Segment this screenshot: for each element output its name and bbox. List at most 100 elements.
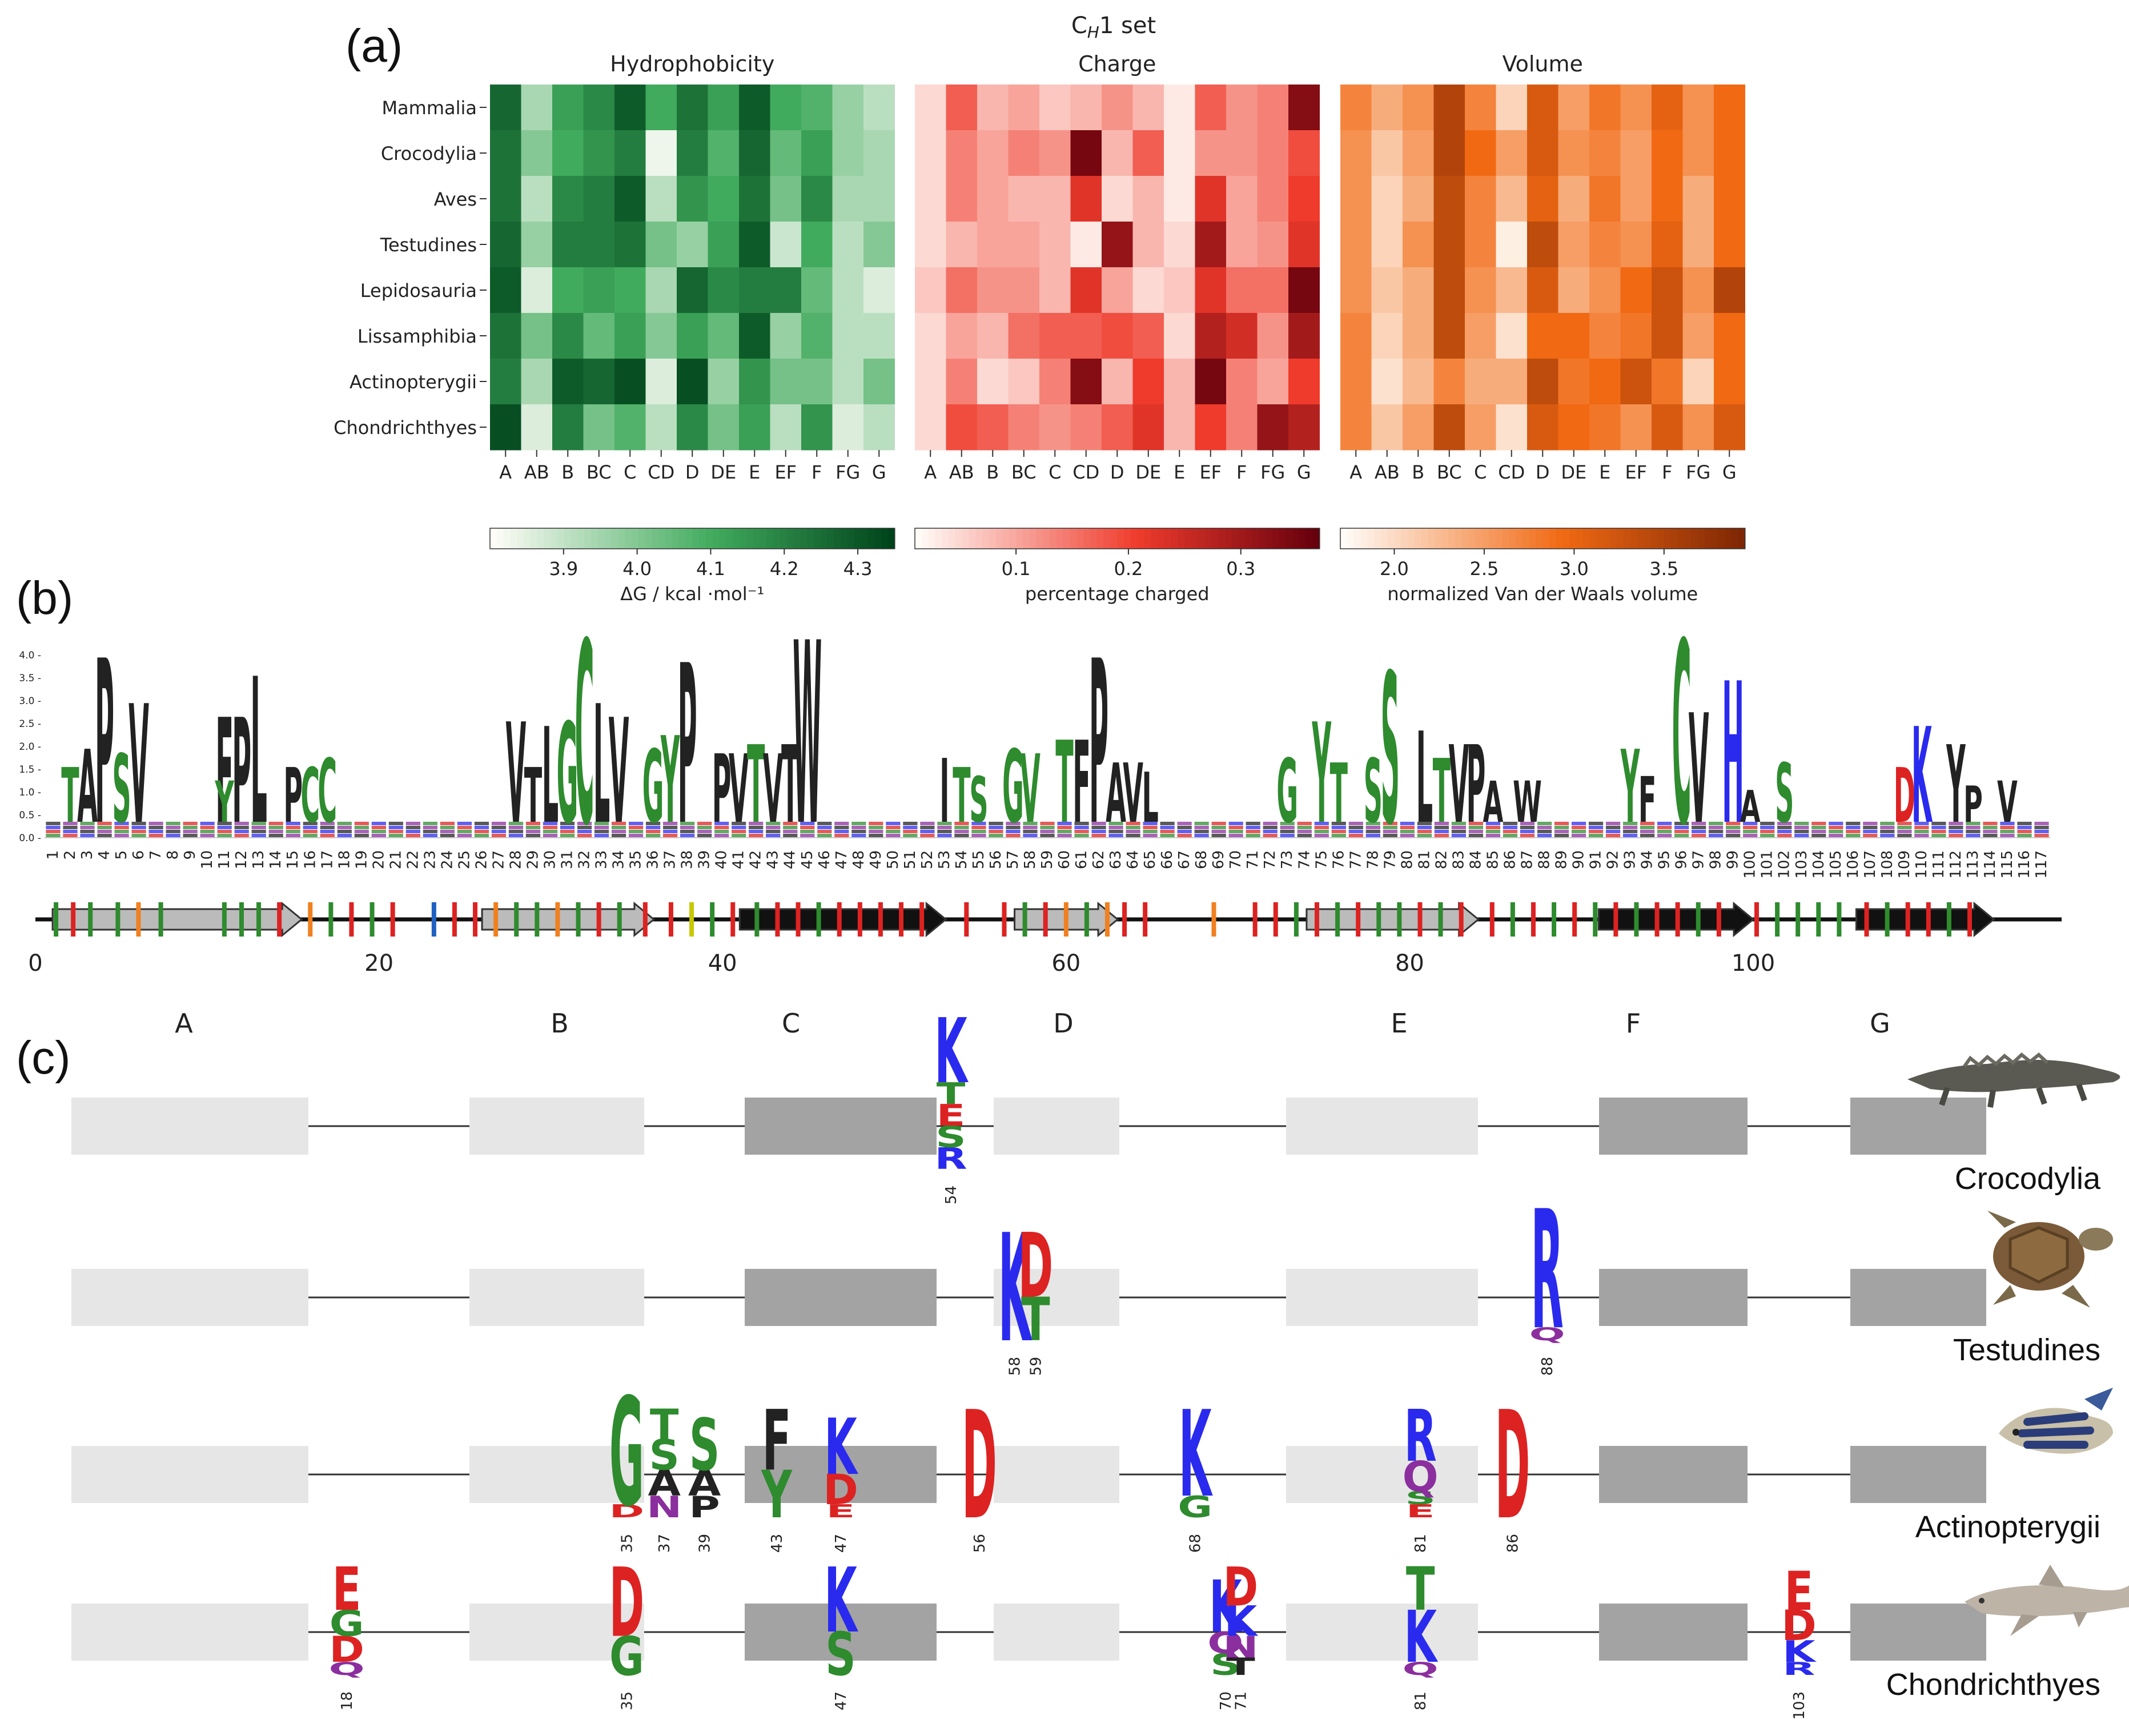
colorbar-segment <box>841 528 848 549</box>
species-logo-letter: T <box>1021 1285 1050 1355</box>
species-logo-letter: T <box>1406 1555 1435 1624</box>
logo-filler <box>714 830 729 833</box>
logo-filler <box>1468 826 1484 829</box>
logo-filler <box>251 834 266 837</box>
logo-filler <box>1726 830 1741 833</box>
colorbar-tick-label: 0.1 <box>1002 558 1031 580</box>
residue-marker <box>1084 902 1089 937</box>
logo-filler <box>1211 822 1226 825</box>
heatmap-cell <box>770 313 802 359</box>
residue-marker <box>1356 902 1361 937</box>
col-label: D <box>1536 461 1550 483</box>
logo-filler <box>1966 830 1981 833</box>
logo-filler <box>1846 822 1861 825</box>
colorbar-segment <box>1305 528 1313 549</box>
residue-marker <box>642 902 648 937</box>
colorbar-segment <box>591 528 598 549</box>
colorbar-segment <box>1164 528 1172 549</box>
heatmap-cell <box>1714 267 1745 314</box>
species-logo-letter: N <box>1223 1630 1258 1665</box>
logo-filler <box>1108 826 1123 829</box>
heatmap-cell <box>739 359 770 405</box>
heatmap-cell <box>1008 359 1040 405</box>
logo-filler <box>1297 834 1312 837</box>
logo-filler <box>457 830 472 833</box>
logo-filler <box>594 834 609 837</box>
logo-x-label: 14 <box>267 850 284 869</box>
logo-filler <box>1829 830 1843 833</box>
logo-filler <box>2000 826 2015 829</box>
logo-filler <box>320 834 335 837</box>
species-logo-letter: N <box>646 1490 682 1525</box>
heatmap-cell <box>1102 176 1133 222</box>
logo-filler <box>628 826 644 829</box>
row-label: Actinopterygii <box>350 371 477 393</box>
logo-filler <box>114 830 129 833</box>
residue-marker <box>1613 902 1618 937</box>
row-label: Chondrichthyes <box>334 417 477 439</box>
logo-filler <box>337 834 352 837</box>
logo-filler <box>1280 834 1295 837</box>
heatmap-cell <box>1257 404 1289 451</box>
logo-filler <box>2017 826 2032 829</box>
logo-filler <box>1588 830 1604 833</box>
suptitle-rest: 1 set <box>1099 13 1156 39</box>
logo-letter: P <box>1089 613 1108 875</box>
heatmap-cell <box>677 267 708 314</box>
logo-x-label: 56 <box>987 850 1005 869</box>
heatmap-cell <box>1371 222 1403 268</box>
logo-x-label: 8 <box>164 850 182 860</box>
residue-marker <box>754 902 760 937</box>
logo-x-label: 87 <box>1519 850 1536 869</box>
logo-filler <box>732 822 746 825</box>
species-logo-position: 81 <box>1412 1691 1429 1710</box>
logo-x-label: 69 <box>1210 850 1227 869</box>
heatmap-cell <box>583 176 615 222</box>
heatmap-cell <box>490 404 521 451</box>
strand-box <box>745 1098 937 1155</box>
heatmap-suptitle: CH1 set <box>1071 13 1156 42</box>
logo-x-label: 54 <box>953 850 970 869</box>
logo-filler <box>440 826 455 829</box>
heatmap-cell <box>1257 222 1289 268</box>
residue-marker <box>1489 902 1495 937</box>
logo-x-label: 66 <box>1159 850 1176 869</box>
logo-filler <box>1280 826 1295 829</box>
logo-filler <box>1863 834 1878 837</box>
logo-letter: P <box>1963 775 1983 834</box>
strand-box <box>994 1604 1119 1661</box>
logo-x-label: 23 <box>421 850 439 869</box>
logo-filler <box>1297 830 1312 833</box>
heatmap-cell <box>490 176 521 222</box>
residue-marker <box>136 902 141 937</box>
colorbar-segment <box>564 528 572 549</box>
colorbar-segment <box>887 528 895 549</box>
logo-filler <box>200 822 215 825</box>
logo-filler <box>1023 830 1038 833</box>
logo-filler <box>1314 834 1329 837</box>
heatmap-cell <box>801 130 833 176</box>
heatmap-cell <box>1496 359 1528 405</box>
colorbar-segment <box>1096 528 1104 549</box>
logo-filler <box>1605 822 1621 825</box>
structure-axis-label: 100 <box>1732 950 1775 976</box>
logo-filler <box>560 822 575 825</box>
colorbar-segment <box>1670 528 1678 549</box>
heatmap-cell <box>863 85 895 131</box>
colorbar-segment <box>847 528 855 549</box>
logo-filler <box>1160 834 1175 837</box>
logo-filler <box>166 822 180 825</box>
heatmap-cell <box>1039 85 1071 131</box>
logo-filler <box>1520 834 1535 837</box>
logo-filler <box>663 834 678 837</box>
logo-x-label: 42 <box>748 850 765 869</box>
col-label: C <box>624 461 636 483</box>
colorbar-segment <box>1684 528 1692 549</box>
heatmap-cell <box>1288 267 1320 314</box>
logo-filler <box>337 822 352 825</box>
logo-filler <box>800 834 815 837</box>
heatmap-cell <box>1070 222 1102 268</box>
heatmap-cell <box>801 267 833 314</box>
logo-filler <box>663 826 678 829</box>
logo-filler <box>1228 822 1243 825</box>
